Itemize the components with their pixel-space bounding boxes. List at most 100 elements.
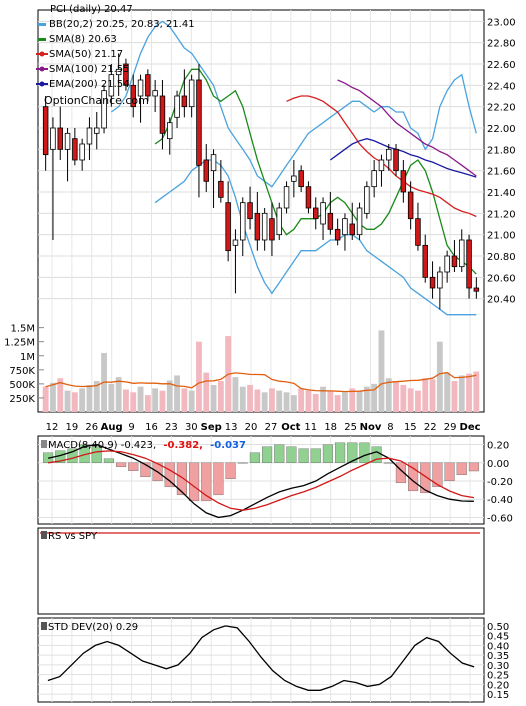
candle-body <box>261 212 268 241</box>
volume-bar <box>130 392 137 412</box>
volume-bar <box>254 389 261 412</box>
candle-body <box>466 239 472 289</box>
candle-body <box>72 138 78 161</box>
macd-histogram-bar <box>67 448 78 463</box>
candle-body <box>342 218 348 236</box>
macd-tick-label: 0.20 <box>487 441 509 452</box>
macd-histogram-bar <box>408 462 419 492</box>
macd-histogram-bar <box>116 462 127 467</box>
volume-bar <box>239 386 246 412</box>
volume-bar <box>203 372 210 412</box>
macd-value2: -0.037 <box>210 440 246 451</box>
legend-swatch-dot <box>39 66 45 72</box>
macd-histogram-bar <box>91 446 102 463</box>
volume-bar <box>217 381 224 412</box>
volume-bar <box>342 392 348 412</box>
candle-body <box>356 207 363 236</box>
x-tick-label: Oct <box>281 422 300 433</box>
macd-histogram <box>43 442 479 502</box>
x-tick-label: 9 <box>128 422 134 433</box>
candle-body <box>86 127 93 145</box>
macd-histogram-bar <box>274 444 285 463</box>
candle-body <box>152 90 158 97</box>
candle-body <box>108 74 115 97</box>
macd-histogram-bar <box>164 462 175 488</box>
price-tick-label: 23.00 <box>487 17 516 28</box>
volume-tick-label: 1M <box>20 352 35 363</box>
volume-bar <box>407 388 414 412</box>
candle-body <box>167 122 173 140</box>
legend-swatch-dot <box>39 81 45 87</box>
volume-bar <box>42 386 49 412</box>
price-tick-label: 20.60 <box>487 273 516 284</box>
candle-body <box>196 79 202 166</box>
candle-body <box>123 63 129 86</box>
macd-histogram-bar <box>176 462 187 496</box>
macd-histogram-bar <box>383 462 394 464</box>
volume-bar <box>181 388 188 412</box>
std-tick-label: 0.50 <box>487 622 509 633</box>
x-tick-label: 29 <box>444 422 457 433</box>
candle-body <box>218 180 224 198</box>
macd-histogram-bar <box>444 462 455 482</box>
volume-tick-label: 1.25M <box>4 338 35 349</box>
candle-body <box>400 170 407 193</box>
volume-bar <box>473 371 480 412</box>
volume-tick-label: 750K <box>9 366 35 377</box>
x-tick-label: Nov <box>360 422 382 433</box>
candle-body <box>42 106 49 156</box>
macd-tick-label: 0.00 <box>487 459 509 470</box>
volume-bar <box>290 395 297 412</box>
volume-bar <box>196 341 202 412</box>
x-tick-label: 30 <box>185 422 198 433</box>
x-tick-label: 26 <box>85 422 98 433</box>
candle-body <box>79 143 85 161</box>
macd-legend-swatch <box>41 440 47 448</box>
macd-title-main: MACD(8,40,9) -0.423, <box>48 440 156 451</box>
candle-body <box>415 218 421 246</box>
candle-body <box>115 68 122 76</box>
price-axis-ticks: 23.00 22.80 22.60 22.40 22.20 22.00 21.80 21.60… <box>487 17 516 305</box>
volume-bar <box>393 381 399 412</box>
macd-histogram-bar <box>468 462 479 472</box>
candle-body <box>50 127 56 150</box>
macd-histogram-bar <box>432 462 443 488</box>
legend-swatch <box>38 23 46 26</box>
legend-swatch-dot <box>39 51 45 57</box>
price-tick-label: 22.40 <box>487 81 516 92</box>
macd-line <box>47 443 474 519</box>
volume-bar <box>115 377 122 412</box>
macd-histogram-bar <box>456 462 467 476</box>
macd-signal-line <box>48 450 475 511</box>
candle-body <box>334 228 341 241</box>
x-tick-label: Sep <box>201 422 222 433</box>
volume-bar <box>458 375 465 412</box>
candle-body <box>451 255 458 268</box>
legend-label: EMA(200) 21.54 <box>49 79 129 90</box>
macd-histogram-bar <box>298 448 309 463</box>
volume-bar <box>415 390 421 412</box>
candle-body <box>437 271 443 289</box>
legend-swatch <box>38 38 46 41</box>
macd-histogram-bar <box>189 462 200 502</box>
x-tick-label: 22 <box>424 422 437 433</box>
volume-bar <box>93 381 100 412</box>
volume-bar <box>320 386 326 412</box>
std-tick-label: 0.45 <box>487 632 509 643</box>
candle-body <box>327 212 334 230</box>
macd-histogram-bar <box>140 462 151 478</box>
volume-bar <box>436 341 443 412</box>
macd-histogram-bar <box>225 462 236 480</box>
volume-bar <box>86 385 93 412</box>
volume-bar <box>451 381 458 412</box>
candle-body <box>210 154 217 172</box>
macd-histogram-bar <box>201 462 212 502</box>
volume-tick-label: 250K <box>9 394 35 405</box>
ema200-line <box>329 138 477 178</box>
volume-bar <box>269 388 275 412</box>
std-tick-label: 0.40 <box>487 641 509 652</box>
volume-bar <box>57 378 64 412</box>
std-tick-label: 0.30 <box>487 661 509 672</box>
macd-histogram-bar <box>310 448 321 463</box>
candlesticks <box>42 53 480 310</box>
